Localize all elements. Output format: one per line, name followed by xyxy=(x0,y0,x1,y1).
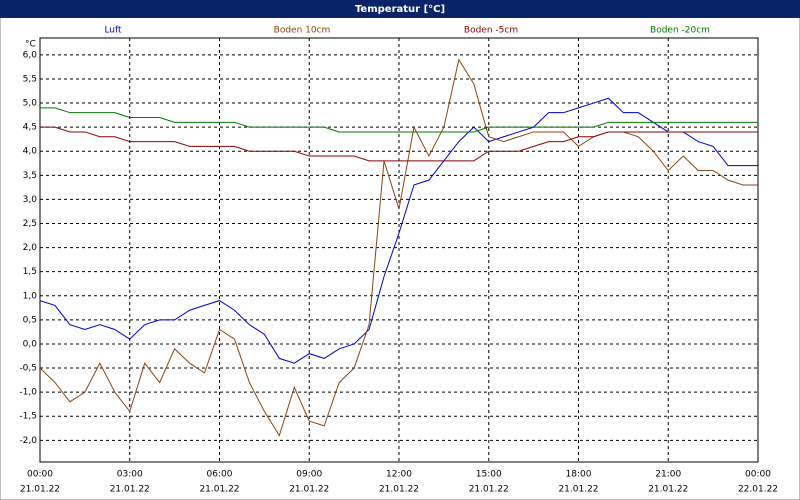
legend-entry: Luft xyxy=(104,26,122,36)
legend-entry: Boden -5cm xyxy=(464,26,518,36)
series-line xyxy=(40,126,758,162)
x-tick-date: 21.01.22 xyxy=(469,485,509,495)
x-tick-date: 21.01.22 xyxy=(648,485,688,495)
x-tick-date: 22.01.22 xyxy=(738,485,778,495)
y-tick-label: 4,0 xyxy=(23,147,38,157)
y-unit: °C xyxy=(25,40,36,50)
y-tick-label: 4,5 xyxy=(23,123,37,133)
legend-entry: Boden 10cm xyxy=(274,26,331,36)
x-tick-label: 15:00 xyxy=(476,470,502,480)
x-tick-date: 21.01.22 xyxy=(379,485,419,495)
y-tick-label: -1,5 xyxy=(19,412,37,422)
y-tick-label: 0,0 xyxy=(23,339,38,349)
x-tick-label: 18:00 xyxy=(566,470,592,480)
series-line xyxy=(39,58,758,437)
x-tick-label: 00:00 xyxy=(27,470,53,480)
y-tick-label: -0,5 xyxy=(19,364,37,374)
y-tick-label: -2,0 xyxy=(19,436,37,446)
x-tick-label: 12:00 xyxy=(386,470,412,480)
y-tick-label: 0,5 xyxy=(23,315,37,325)
x-tick-date: 21.01.22 xyxy=(199,485,239,495)
y-tick-label: 2,0 xyxy=(23,243,38,253)
x-tick-label: 03:00 xyxy=(117,470,143,480)
x-tick-label: 00:00 xyxy=(745,470,771,480)
y-tick-label: 2,5 xyxy=(23,219,37,229)
x-tick-label: 09:00 xyxy=(296,470,322,480)
y-tick-label: 1,5 xyxy=(23,267,37,277)
y-tick-label: -1,0 xyxy=(19,388,37,398)
y-tick-label: 5,0 xyxy=(23,99,38,109)
x-tick-label: 21:00 xyxy=(655,470,681,480)
title-bar xyxy=(0,0,800,18)
series-line xyxy=(40,107,758,133)
x-tick-date: 21.01.22 xyxy=(289,485,329,495)
y-tick-label: 1,0 xyxy=(23,291,38,301)
y-tick-label: 3,5 xyxy=(23,171,37,181)
y-tick-label: 3,0 xyxy=(23,195,38,205)
series-line xyxy=(39,97,758,364)
y-tick-label: 5,5 xyxy=(23,74,37,84)
x-tick-date: 21.01.22 xyxy=(20,485,60,495)
x-tick-date: 21.01.22 xyxy=(558,485,598,495)
legend-entry: Boden -20cm xyxy=(650,26,710,36)
x-tick-date: 21.01.22 xyxy=(110,485,150,495)
y-tick-label: 6,0 xyxy=(23,50,38,60)
window-title: Temperatur [°C] xyxy=(355,4,445,15)
x-tick-label: 06:00 xyxy=(207,470,233,480)
